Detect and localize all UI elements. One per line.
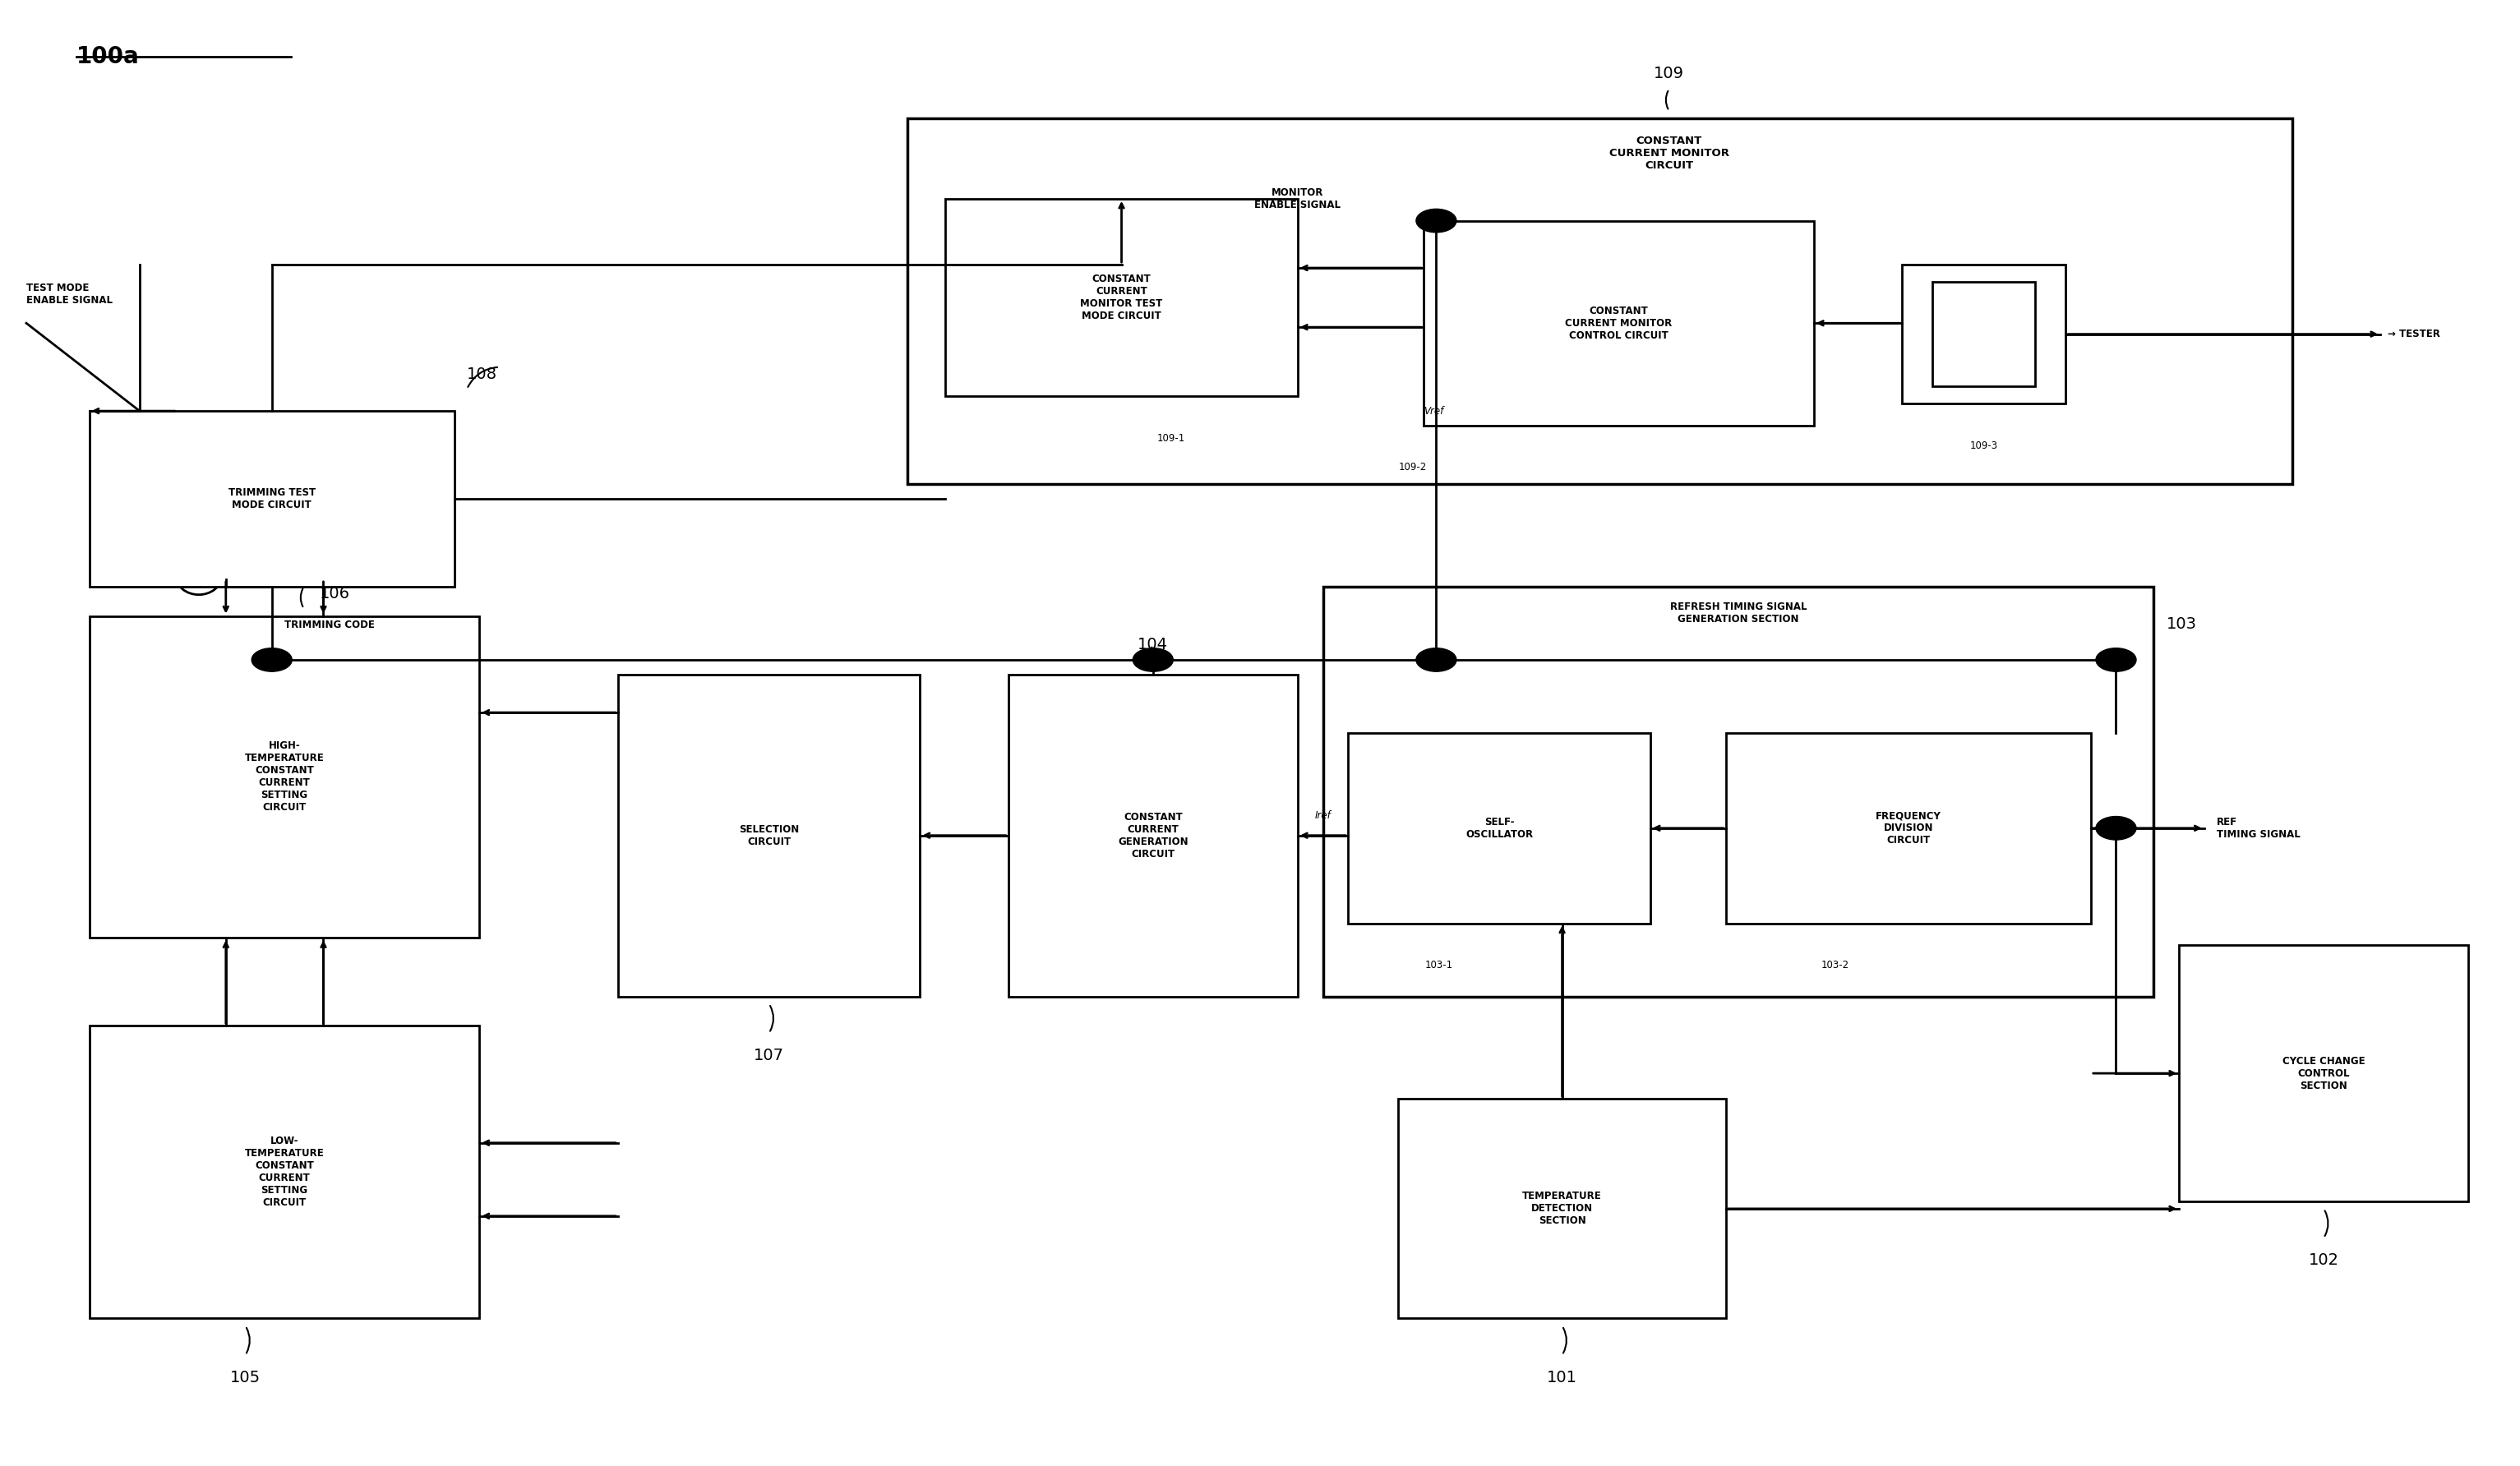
Bar xyxy=(1726,733,2092,924)
Bar xyxy=(2180,946,2470,1202)
Bar xyxy=(88,616,479,938)
Text: CONSTANT
CURRENT MONITOR
CIRCUIT: CONSTANT CURRENT MONITOR CIRCUIT xyxy=(1610,136,1729,172)
Text: 103-1: 103-1 xyxy=(1424,960,1454,970)
Text: CYCLE CHANGE
CONTROL
SECTION: CYCLE CHANGE CONTROL SECTION xyxy=(2283,1056,2366,1091)
Text: 103-2: 103-2 xyxy=(1822,960,1850,970)
Bar xyxy=(88,1026,479,1318)
Text: → TESTER: → TESTER xyxy=(2389,328,2439,340)
Text: MONITOR
ENABLE SIGNAL: MONITOR ENABLE SIGNAL xyxy=(1255,188,1341,210)
Text: 108: 108 xyxy=(466,366,496,381)
Text: SELF-
OSCILLATOR: SELF- OSCILLATOR xyxy=(1467,817,1532,840)
Bar xyxy=(945,199,1298,396)
Text: Vref: Vref xyxy=(1424,406,1444,416)
Bar xyxy=(617,674,920,997)
Text: 103: 103 xyxy=(2167,616,2197,632)
Bar xyxy=(1323,586,2155,997)
Bar xyxy=(1933,281,2036,386)
Bar xyxy=(88,410,454,586)
Text: TEST MODE
ENABLE SIGNAL: TEST MODE ENABLE SIGNAL xyxy=(25,283,113,305)
Bar xyxy=(1348,733,1651,924)
Text: 104: 104 xyxy=(1139,636,1169,652)
Circle shape xyxy=(1416,210,1457,233)
Text: REF
TIMING SIGNAL: REF TIMING SIGNAL xyxy=(2218,817,2301,840)
Text: LOW-
TEMPERATURE
CONSTANT
CURRENT
SETTING
CIRCUIT: LOW- TEMPERATURE CONSTANT CURRENT SETTIN… xyxy=(244,1136,325,1208)
Text: CONSTANT
CURRENT
MONITOR TEST
MODE CIRCUIT: CONSTANT CURRENT MONITOR TEST MODE CIRCU… xyxy=(1081,274,1162,321)
Text: 109-3: 109-3 xyxy=(1971,440,1998,452)
Circle shape xyxy=(1416,648,1457,671)
Text: 109-2: 109-2 xyxy=(1399,462,1426,474)
Text: 109-1: 109-1 xyxy=(1157,432,1184,444)
Text: FREQUENCY
DIVISION
CIRCUIT: FREQUENCY DIVISION CIRCUIT xyxy=(1875,811,1940,846)
Bar xyxy=(907,119,2293,484)
Text: 101: 101 xyxy=(1547,1369,1578,1385)
Text: 100a: 100a xyxy=(76,45,139,67)
Text: 106: 106 xyxy=(320,585,350,601)
Circle shape xyxy=(2097,817,2137,840)
Text: CONSTANT
CURRENT MONITOR
CONTROL CIRCUIT: CONSTANT CURRENT MONITOR CONTROL CIRCUIT xyxy=(1565,305,1673,340)
Text: 105: 105 xyxy=(229,1369,260,1385)
Bar xyxy=(1903,264,2066,403)
Text: Iref: Iref xyxy=(1315,811,1331,821)
Text: CONSTANT
CURRENT
GENERATION
CIRCUIT: CONSTANT CURRENT GENERATION CIRCUIT xyxy=(1119,812,1189,859)
Text: 107: 107 xyxy=(753,1048,784,1063)
Text: SELECTION
CIRCUIT: SELECTION CIRCUIT xyxy=(738,824,799,847)
Text: TRIMMING TEST
MODE CIRCUIT: TRIMMING TEST MODE CIRCUIT xyxy=(229,487,315,510)
Bar xyxy=(1008,674,1298,997)
Bar xyxy=(1399,1100,1726,1318)
Text: 109: 109 xyxy=(1653,66,1683,82)
Circle shape xyxy=(1134,648,1174,671)
Circle shape xyxy=(252,648,292,671)
Text: TEMPERATURE
DETECTION
SECTION: TEMPERATURE DETECTION SECTION xyxy=(1522,1190,1603,1227)
Circle shape xyxy=(2097,648,2137,671)
Text: 102: 102 xyxy=(2308,1252,2339,1268)
Text: TRIMMING CODE: TRIMMING CODE xyxy=(285,620,375,630)
Text: HIGH-
TEMPERATURE
CONSTANT
CURRENT
SETTING
CIRCUIT: HIGH- TEMPERATURE CONSTANT CURRENT SETTI… xyxy=(244,740,325,814)
Text: REFRESH TIMING SIGNAL
GENERATION SECTION: REFRESH TIMING SIGNAL GENERATION SECTION xyxy=(1671,601,1807,625)
Bar xyxy=(1424,221,1814,425)
